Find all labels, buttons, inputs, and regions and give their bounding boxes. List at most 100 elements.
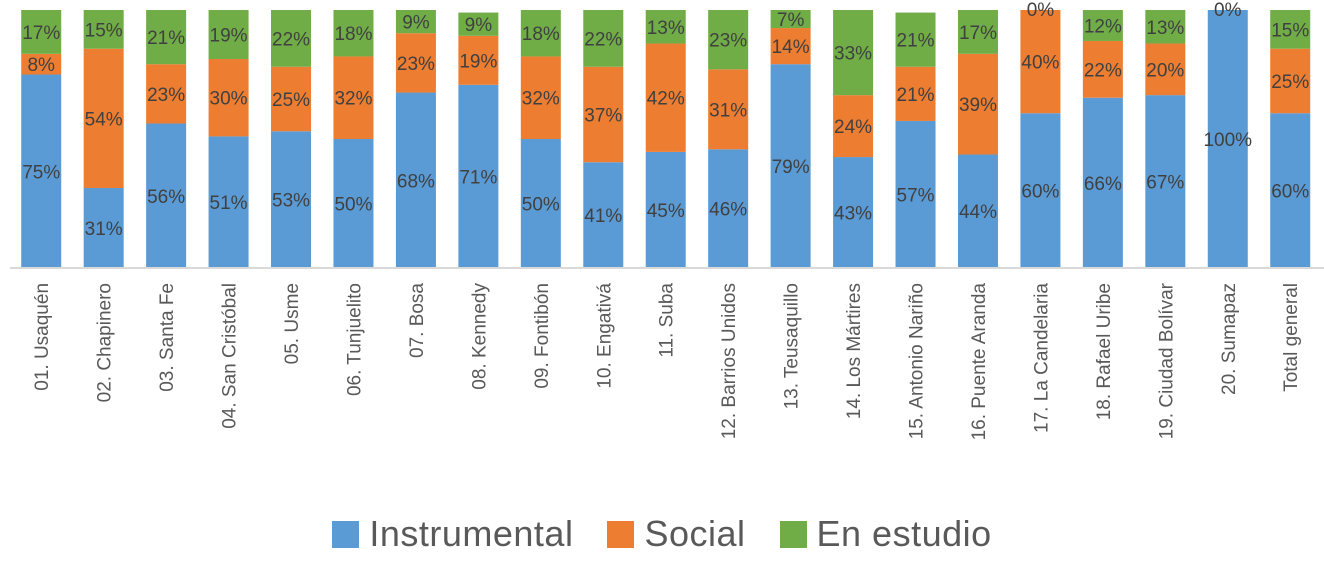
- bar-social-13: [770, 28, 811, 65]
- data-label-en-estudio-12: 23%: [709, 31, 747, 52]
- data-label-instrumental-5: 53%: [272, 191, 310, 212]
- x-tick-label-11: 11. Suba: [657, 283, 678, 358]
- data-label-social-18: 22%: [1084, 60, 1122, 81]
- bar-social-9: [520, 56, 561, 139]
- legend-item-social: Social: [607, 513, 745, 555]
- data-labels-layer: 75% 8% 17% 31% 54% 15% 56% 23% 21% 51% 30% 19% 53% 25…: [22, 0, 1309, 240]
- bar-instrumental-20: [1207, 10, 1248, 268]
- bar-en-estudio-8: [458, 12, 499, 36]
- x-tick-label-3: 03. Santa Fe: [157, 283, 178, 392]
- bar-instrumental-9: [520, 139, 561, 268]
- bar-en-estudio-12: [708, 10, 749, 70]
- bar-en-estudio-2: [83, 10, 124, 49]
- data-label-en-estudio-4: 19%: [210, 26, 248, 47]
- bar-social-10: [583, 66, 624, 163]
- bar-en-estudio-18: [1082, 10, 1123, 41]
- bar-en-estudio-6: [333, 10, 374, 57]
- data-label-social-5: 25%: [272, 90, 310, 111]
- bar-social-17: [1020, 10, 1061, 114]
- bar-social-11: [645, 43, 686, 152]
- data-label-instrumental-2: 31%: [85, 219, 123, 240]
- bar-social-3: [146, 64, 187, 124]
- data-label-en-estudio-2: 15%: [85, 20, 123, 41]
- x-tick-label-15: 15. Antonio Nariño: [907, 283, 928, 439]
- bar-instrumental-3: [146, 123, 187, 269]
- bar-en-estudio-14: [833, 10, 874, 96]
- bar-social-7: [395, 33, 436, 93]
- bar-instrumental-10: [583, 162, 624, 268]
- bar-instrumental-16: [957, 154, 998, 268]
- x-tick-label-5: 05. Usme: [282, 283, 303, 364]
- data-label-instrumental-20: 100%: [1203, 130, 1252, 151]
- bar-instrumental-6: [333, 139, 374, 268]
- x-tick-label-17: 17. La Candelaria: [1031, 283, 1052, 433]
- bar-social-16: [957, 53, 998, 155]
- data-label-social-11: 42%: [647, 89, 685, 110]
- legend-swatch-social: [607, 520, 635, 548]
- bar-instrumental-11: [645, 151, 686, 268]
- legend: Instrumental Social En estudio: [0, 513, 1324, 555]
- data-label-social-13: 14%: [772, 37, 810, 58]
- bar-instrumental-4: [208, 136, 249, 268]
- data-label-en-estudio-1: 17%: [22, 23, 60, 44]
- legend-label-social: Social: [644, 513, 746, 554]
- bar-en-estudio-3: [146, 10, 187, 65]
- data-label-en-estudio-21: 15%: [1271, 20, 1309, 41]
- data-label-en-estudio-14: 33%: [834, 44, 872, 65]
- bar-en-estudio-5: [271, 10, 312, 67]
- x-tick-labels-layer: 01. Usaquén 02. Chapinero 03. Santa Fe 04. …: [32, 282, 1302, 440]
- x-tick-label-7: 07. Bosa: [407, 283, 428, 358]
- data-label-social-7: 23%: [397, 54, 435, 75]
- x-tick-label-9: 09. Fontibón: [532, 283, 553, 389]
- legend-label-instrumental: Instrumental: [369, 513, 574, 554]
- data-label-social-14: 24%: [834, 117, 872, 138]
- x-tick-label-19: 19. Ciudad Bolívar: [1156, 282, 1177, 439]
- x-tick-label-4: 04. San Cristóbal: [220, 283, 241, 429]
- bar-en-estudio-10: [583, 10, 624, 67]
- data-label-social-15: 21%: [897, 85, 935, 106]
- x-tick-label-1: 01. Usaquén: [32, 283, 53, 391]
- bar-en-estudio-4: [208, 10, 249, 60]
- data-label-en-estudio-16: 17%: [959, 23, 997, 44]
- data-label-en-estudio-5: 22%: [272, 29, 310, 50]
- bar-en-estudio-15: [895, 12, 936, 67]
- bar-en-estudio-19: [1145, 10, 1186, 44]
- legend-item-en-estudio: En estudio: [779, 513, 992, 555]
- data-label-en-estudio-7: 9%: [402, 13, 430, 34]
- data-label-en-estudio-19: 13%: [1146, 18, 1184, 39]
- legend-item-instrumental: Instrumental: [332, 513, 573, 555]
- bar-en-estudio-9: [520, 10, 561, 57]
- data-label-social-3: 23%: [147, 85, 185, 106]
- data-label-social-19: 20%: [1146, 60, 1184, 81]
- data-label-instrumental-4: 51%: [210, 193, 248, 214]
- data-label-en-estudio-20: 0%: [1214, 0, 1242, 21]
- data-label-instrumental-18: 66%: [1084, 174, 1122, 195]
- data-label-social-16: 39%: [959, 95, 997, 116]
- x-tick-label-13: 13. Teusaquillo: [782, 283, 803, 409]
- x-tick-label-10: 10. Engativá: [594, 283, 615, 389]
- data-label-en-estudio-9: 18%: [522, 24, 560, 45]
- data-label-social-6: 32%: [334, 89, 372, 110]
- legend-swatch-en-estudio: [779, 520, 807, 548]
- bar-en-estudio-21: [1270, 10, 1311, 49]
- data-label-en-estudio-15: 21%: [897, 31, 935, 52]
- data-label-social-1: 8%: [27, 55, 55, 76]
- data-label-instrumental-19: 67%: [1146, 173, 1184, 194]
- data-label-social-2: 54%: [85, 109, 123, 130]
- bar-instrumental-14: [833, 157, 874, 268]
- data-label-instrumental-10: 41%: [584, 206, 622, 227]
- x-tick-label-20: 20. Sumapaz: [1219, 283, 1240, 395]
- bar-social-5: [271, 66, 312, 132]
- bar-social-1: [21, 53, 62, 75]
- bar-instrumental-7: [395, 92, 436, 268]
- bar-social-8: [458, 35, 499, 85]
- legend-label-en-estudio: En estudio: [816, 513, 992, 554]
- bar-instrumental-1: [21, 74, 62, 268]
- data-label-instrumental-6: 50%: [334, 195, 372, 216]
- bar-en-estudio-1: [21, 10, 62, 54]
- data-label-instrumental-11: 45%: [647, 201, 685, 222]
- data-label-instrumental-15: 57%: [897, 185, 935, 206]
- bar-instrumental-5: [271, 131, 312, 268]
- data-label-en-estudio-11: 13%: [647, 18, 685, 39]
